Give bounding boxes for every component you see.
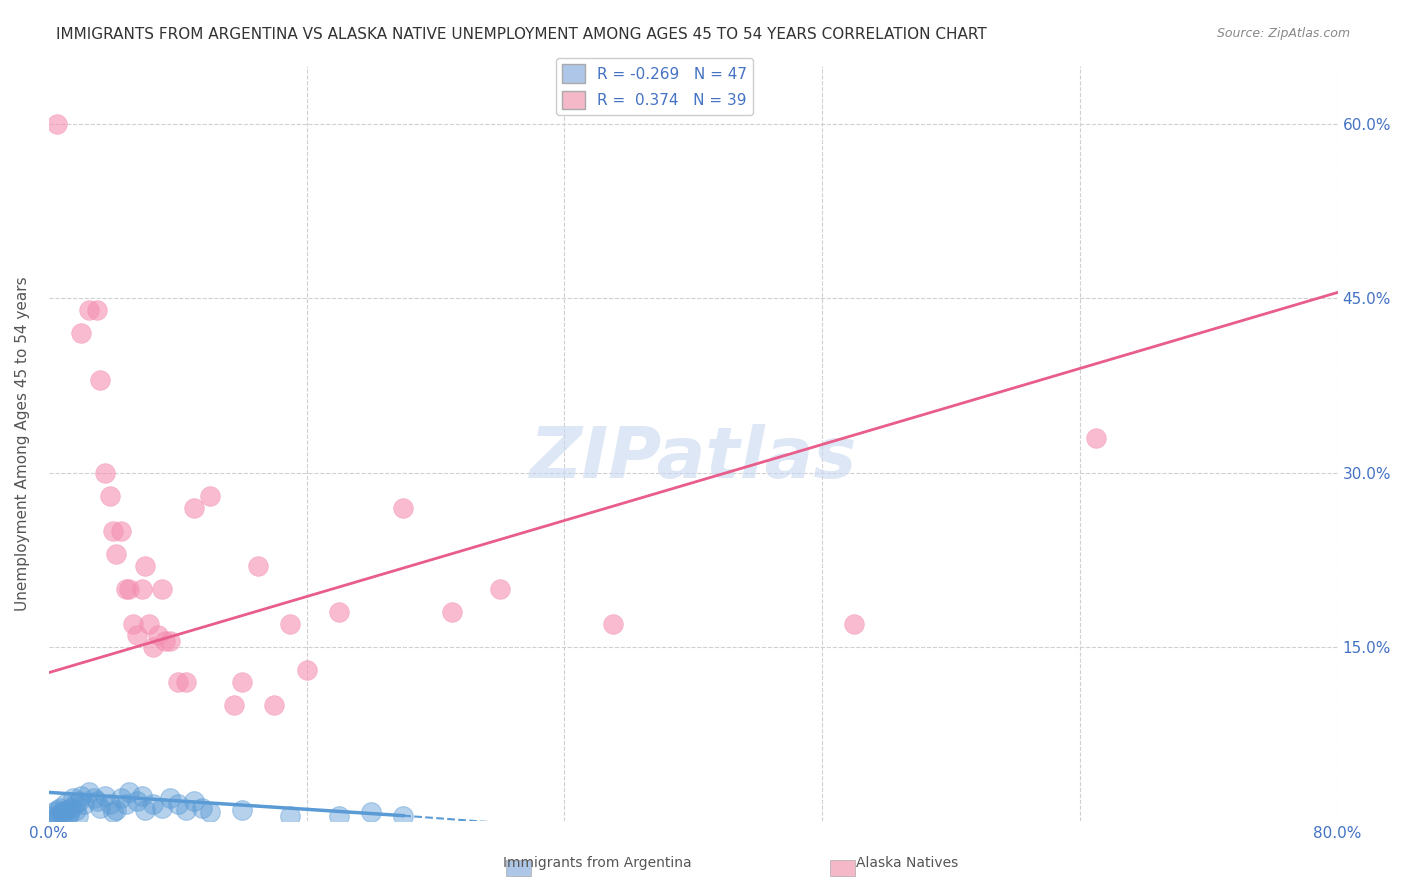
Point [127,628,149,642]
Point [94,789,117,803]
Point [48,808,70,822]
Point [73,797,96,811]
Point [77,785,100,799]
Point [142,797,165,811]
Point [115,582,138,596]
Point [105,803,128,817]
Point [70,789,93,803]
Point [60,800,83,814]
Point [134,558,156,573]
Text: Source: ZipAtlas.com: Source: ZipAtlas.com [1216,27,1350,40]
Point [110,791,132,805]
Point [121,616,143,631]
Point [110,524,132,538]
Point [153,634,176,648]
Point [247,558,270,573]
Point [115,797,138,811]
Point [222,698,245,713]
Point [174,803,197,817]
Point [56,808,79,822]
Point [198,489,221,503]
Point [77,302,100,317]
Point [150,582,173,596]
Point [127,793,149,807]
Point [59,805,82,819]
Point [602,616,624,631]
Point [280,616,302,631]
Point [67,793,90,807]
Point [51,805,73,819]
Point [166,674,188,689]
Point [166,797,188,811]
Point [159,791,181,805]
Point [191,800,214,814]
Point [131,789,153,803]
Point [150,800,173,814]
Point [159,634,181,648]
Point [105,547,128,561]
Point [41,808,63,822]
Point [263,698,285,713]
Point [131,582,153,596]
Text: ZIPatlas: ZIPatlas [530,425,856,493]
Point [62,791,84,805]
Point [63,797,86,811]
Point [142,640,165,654]
Y-axis label: Unemployment Among Ages 45 to 54 years: Unemployment Among Ages 45 to 54 years [15,277,30,611]
Point [98,797,121,811]
Point [148,628,170,642]
Point [45,803,67,817]
Legend: R = -0.269   N = 47, R =  0.374   N = 39: R = -0.269 N = 47, R = 0.374 N = 39 [555,58,754,115]
Point [66,808,89,822]
Point [138,616,160,631]
Point [65,803,87,817]
Point [231,674,253,689]
Point [280,808,302,822]
Point [42,805,65,819]
Point [440,605,463,619]
Point [174,674,197,689]
Point [231,803,253,817]
Point [183,500,205,515]
Point [118,582,141,596]
Point [44,811,66,825]
Point [118,785,141,799]
Point [49,800,72,814]
Point [70,326,93,340]
Text: Alaska Natives: Alaska Natives [856,855,957,870]
Point [45,117,67,131]
Point [844,616,866,631]
Point [94,466,117,480]
Point [53,797,76,811]
Point [55,803,77,817]
Point [1084,431,1107,445]
Point [295,663,318,677]
Point [83,791,105,805]
Point [392,808,415,822]
Point [392,500,415,515]
Text: IMMIGRANTS FROM ARGENTINA VS ALASKA NATIVE UNEMPLOYMENT AMONG AGES 45 TO 54 YEAR: IMMIGRANTS FROM ARGENTINA VS ALASKA NATI… [56,27,987,42]
Point [134,803,156,817]
Point [198,805,221,819]
Point [489,582,512,596]
Point [328,808,350,822]
Point [86,793,108,807]
Point [360,805,382,819]
Point [183,793,205,807]
Point [98,489,121,503]
Point [89,800,111,814]
Text: Immigrants from Argentina: Immigrants from Argentina [503,855,692,870]
Point [103,524,125,538]
Point [89,373,111,387]
Point [86,302,108,317]
Point [52,807,75,822]
Point [328,605,350,619]
Point [103,805,125,819]
